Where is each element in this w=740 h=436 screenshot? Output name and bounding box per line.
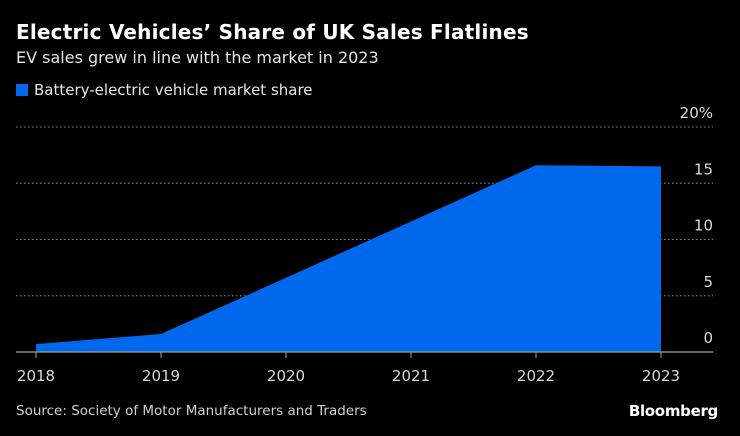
area-series [36,165,661,352]
x-tick-label: 2021 [392,367,430,385]
x-tick-label: 2020 [267,367,305,385]
y-tick-label: 0 [703,329,713,347]
legend-label: Battery-electric vehicle market share [34,81,313,99]
legend-swatch [16,84,28,96]
x-tick-label: 2023 [642,367,680,385]
y-tick-label: 10 [694,217,713,235]
y-tick-label: 5 [703,273,713,291]
bloomberg-logo: Bloomberg [628,402,718,420]
y-tick-label: 20% [680,104,713,122]
x-tick-label: 2022 [517,367,555,385]
chart-title: Electric Vehicles’ Share of UK Sales Fla… [16,20,529,44]
x-tick-label: 2018 [17,367,55,385]
chart-subtitle: EV sales grew in line with the market in… [16,48,379,67]
x-tick-label: 2019 [142,367,180,385]
legend: Battery-electric vehicle market share [16,81,313,99]
source-note: Source: Society of Motor Manufacturers a… [16,403,367,419]
y-tick-label: 15 [694,160,713,178]
